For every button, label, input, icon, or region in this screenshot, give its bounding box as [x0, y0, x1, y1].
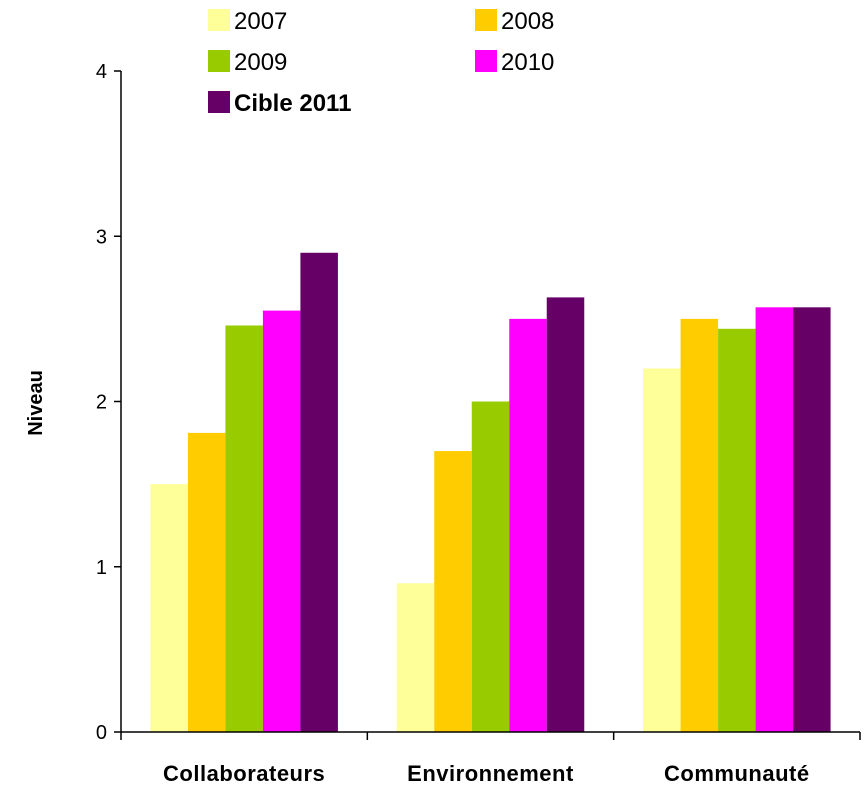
bar [262, 310, 301, 732]
legend-swatch [475, 9, 497, 31]
legend-swatch [208, 50, 230, 72]
legend-label: 2008 [501, 8, 554, 35]
category-label: Collaborateurs [163, 761, 325, 786]
y-tick-label: 3 [96, 226, 107, 248]
y-tick-label: 4 [96, 61, 107, 83]
bar [718, 328, 756, 732]
x-axis [120, 731, 861, 740]
category-label: Environnement [407, 761, 574, 786]
bar [434, 451, 472, 732]
bar [509, 318, 547, 732]
bar [187, 432, 226, 732]
bar [300, 252, 338, 732]
y-tick-label: 2 [96, 392, 107, 414]
bar [471, 401, 510, 732]
bar [643, 368, 681, 732]
bar [680, 318, 719, 732]
y-tick-label: 1 [96, 557, 107, 579]
bar [793, 307, 831, 732]
bar [150, 484, 188, 732]
legend-swatch [475, 50, 497, 72]
legend-label: 2007 [234, 8, 287, 35]
legend-swatch [208, 91, 230, 113]
category-label: Communauté [664, 761, 810, 786]
legend: 2007 2008 2009 2010 Cible 2011 [208, 8, 554, 117]
y-axis-label: Niveau [25, 370, 47, 436]
legend-swatch [208, 9, 230, 31]
bar [546, 297, 585, 732]
legend-label: 2009 [234, 49, 287, 76]
legend-label: Cible 2011 [234, 90, 351, 117]
bar [755, 307, 794, 732]
bar [225, 325, 263, 732]
y-tick-label: 0 [96, 722, 107, 744]
y-axis-ticks: 0 1 2 3 4 [96, 61, 122, 744]
bars [150, 252, 831, 732]
category-labels: Collaborateurs Environnement Communauté [163, 761, 810, 786]
bar [396, 583, 435, 732]
legend-label: 2010 [501, 49, 554, 76]
